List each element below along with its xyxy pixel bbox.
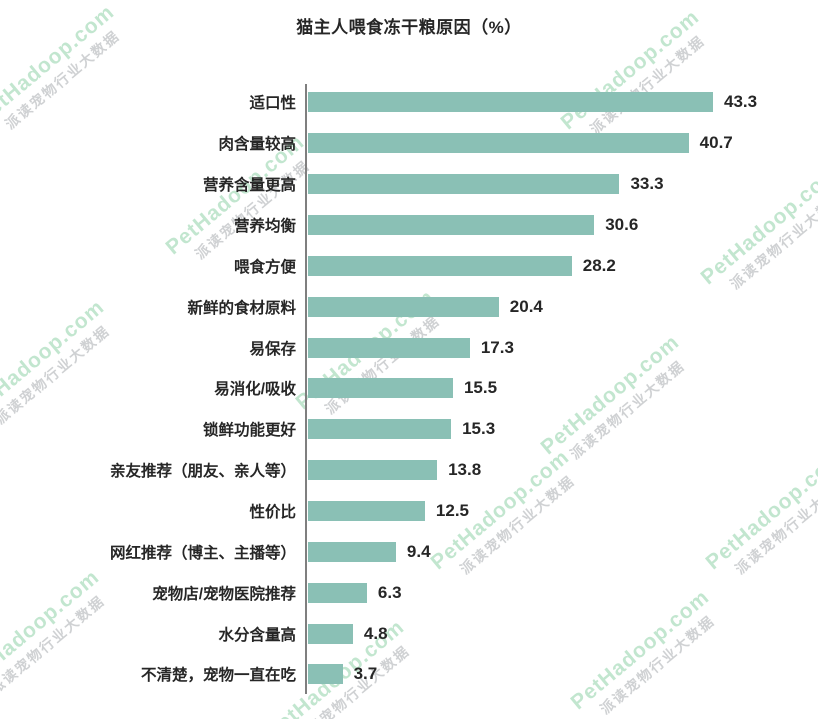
value-label: 17.3 (480, 337, 514, 357)
bar (308, 174, 620, 195)
value-label: 3.7 (353, 664, 378, 684)
bar-row: 营养含量更高 33.3 (0, 164, 818, 205)
bar-row: 不清楚，宠物一直在吃 3.7 (0, 654, 818, 695)
category-label: 网红推荐（博主、主播等） (109, 544, 296, 562)
bar-row: 易消化/吸收 15.5 (0, 368, 818, 409)
value-label: 13.8 (448, 460, 482, 480)
bar (308, 255, 572, 276)
category-label: 肉含量较高 (218, 136, 296, 154)
category-label: 不清楚，宠物一直在吃 (140, 667, 296, 685)
bar-row: 易保存 17.3 (0, 327, 818, 368)
bar-rows: 适口性 43.3 肉含量较高 40.7 营养含量更高 33.3 营养均衡 30.6 喂食方便 28… (0, 82, 818, 695)
value-label: 40.7 (699, 133, 733, 153)
category-label: 新鲜的食材原料 (187, 299, 296, 317)
bar-row: 宠物店/宠物医院推荐 6.3 (0, 572, 818, 613)
value-label: 30.6 (605, 215, 639, 234)
bar (308, 664, 343, 685)
bar (308, 92, 713, 113)
bar-row: 肉含量较高 40.7 (0, 123, 818, 164)
category-label: 性价比 (249, 504, 296, 522)
value-label: 6.3 (377, 582, 402, 602)
bar-row: 水分含量高 4.8 (0, 613, 818, 654)
bar (308, 419, 452, 440)
category-label: 喂食方便 (233, 258, 296, 276)
category-label: 营养均衡 (233, 218, 296, 235)
value-label: 15.5 (463, 378, 498, 398)
value-label: 28.2 (582, 255, 616, 275)
category-label: 易消化/吸收 (214, 381, 296, 399)
bar (308, 378, 453, 399)
bar (308, 541, 396, 562)
category-label: 水分含量高 (218, 626, 296, 644)
value-label: 4.8 (363, 623, 388, 643)
bar-row: 新鲜的食材原料 20.4 (0, 286, 818, 327)
value-label: 12.5 (435, 501, 469, 521)
value-label: 9.4 (406, 541, 431, 561)
bar-row: 营养均衡 30.6 (0, 205, 818, 246)
value-label: 43.3 (724, 92, 758, 112)
bar (308, 623, 353, 644)
y-axis-line (305, 84, 307, 694)
bar-row: 锁鲜功能更好 15.3 (0, 409, 818, 450)
category-label: 锁鲜功能更好 (202, 422, 296, 440)
category-label: 宠物店/宠物医院推荐 (152, 585, 296, 603)
category-label: 营养含量更高 (202, 177, 296, 195)
value-label: 15.3 (462, 419, 496, 439)
category-label: 适口性 (249, 95, 296, 113)
bar-row: 亲友推荐（朋友、亲人等） 13.8 (0, 450, 818, 491)
value-label: 20.4 (509, 296, 543, 316)
bar (308, 501, 425, 522)
bar-row: 喂食方便 28.2 (0, 245, 818, 286)
value-label: 33.3 (630, 174, 664, 194)
category-label: 亲友推荐（朋友、亲人等） (109, 463, 296, 481)
category-label: 易保存 (249, 340, 296, 358)
bar (308, 296, 499, 317)
bar-row: 性价比 12.5 (0, 491, 818, 532)
bar (308, 215, 595, 235)
page-title: 猫主人喂食冻干粮原因（%） (296, 18, 522, 37)
bar (308, 133, 689, 154)
bar (308, 460, 438, 481)
bar-row: 网红推荐（博主、主播等） 9.4 (0, 531, 818, 572)
bar (308, 582, 367, 603)
bar (308, 337, 470, 358)
bar-row: 适口性 43.3 (0, 82, 818, 123)
